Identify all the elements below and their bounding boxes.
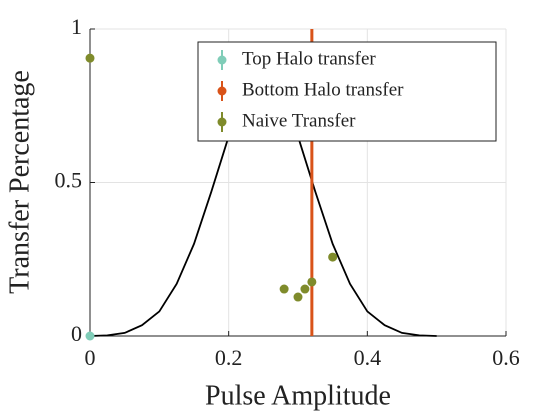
x-tick-label: 0.4 bbox=[354, 345, 382, 370]
legend-box bbox=[197, 41, 497, 142]
y-axis-label: Transfer Percentage bbox=[4, 70, 35, 294]
x-axis-label: Pulse Amplitude bbox=[205, 380, 391, 411]
legend-label: Naive Transfer bbox=[242, 110, 356, 131]
y-tick-label: 1 bbox=[71, 14, 82, 39]
legend-label: Bottom Halo transfer bbox=[242, 79, 404, 100]
point bbox=[85, 53, 95, 63]
y-tick-label: 0.5 bbox=[55, 168, 83, 193]
legend-marker bbox=[217, 117, 227, 127]
y-tick-label: 0 bbox=[71, 321, 82, 346]
point bbox=[307, 277, 317, 287]
point bbox=[279, 284, 289, 294]
x-tick-label: 0 bbox=[85, 345, 96, 370]
point bbox=[300, 284, 310, 294]
point bbox=[293, 292, 303, 302]
x-tick-label: 0.2 bbox=[215, 345, 243, 370]
legend-label: Top Halo transfer bbox=[242, 48, 376, 69]
point bbox=[328, 252, 338, 262]
legend-marker bbox=[217, 86, 227, 96]
legend-marker bbox=[217, 55, 227, 65]
x-tick-label: 0.6 bbox=[492, 345, 520, 370]
point bbox=[85, 331, 95, 341]
